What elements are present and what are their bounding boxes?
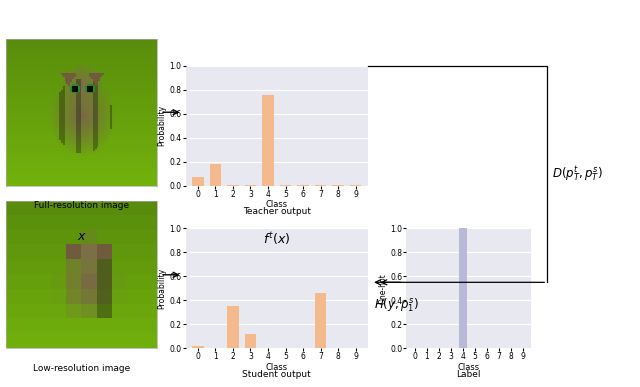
Bar bbox=[350, 185, 362, 186]
Text: $H(y, p^s_1)$: $H(y, p^s_1)$ bbox=[374, 297, 419, 314]
Bar bbox=[280, 185, 291, 186]
X-axis label: Class: Class bbox=[266, 200, 288, 209]
Bar bbox=[315, 185, 326, 186]
Bar bbox=[459, 228, 467, 348]
Bar bbox=[192, 177, 204, 186]
Bar bbox=[244, 334, 256, 348]
Y-axis label: Probability: Probability bbox=[157, 105, 166, 146]
Text: $D(p^t_T, p^s_T)$: $D(p^t_T, p^s_T)$ bbox=[552, 164, 604, 183]
Text: Student output: Student output bbox=[243, 370, 311, 378]
Y-axis label: One-hot: One-hot bbox=[378, 273, 387, 304]
Bar bbox=[227, 185, 239, 186]
Bar bbox=[210, 164, 221, 186]
Text: Label: Label bbox=[456, 370, 481, 378]
Text: Low-resolution image: Low-resolution image bbox=[33, 364, 130, 373]
Text: $f^t(x)$: $f^t(x)$ bbox=[263, 230, 291, 247]
Bar bbox=[333, 185, 344, 186]
Bar bbox=[298, 185, 309, 186]
Bar bbox=[315, 293, 326, 348]
X-axis label: Class: Class bbox=[458, 363, 480, 372]
Bar bbox=[227, 307, 239, 348]
Bar bbox=[192, 346, 204, 348]
Bar bbox=[244, 185, 256, 186]
Bar bbox=[262, 94, 274, 186]
Text: $x$: $x$ bbox=[77, 230, 86, 243]
Text: Full-resolution image: Full-resolution image bbox=[34, 201, 129, 210]
Y-axis label: Probability: Probability bbox=[157, 268, 166, 309]
Text: Teacher output: Teacher output bbox=[243, 207, 311, 216]
X-axis label: Class: Class bbox=[266, 363, 288, 372]
